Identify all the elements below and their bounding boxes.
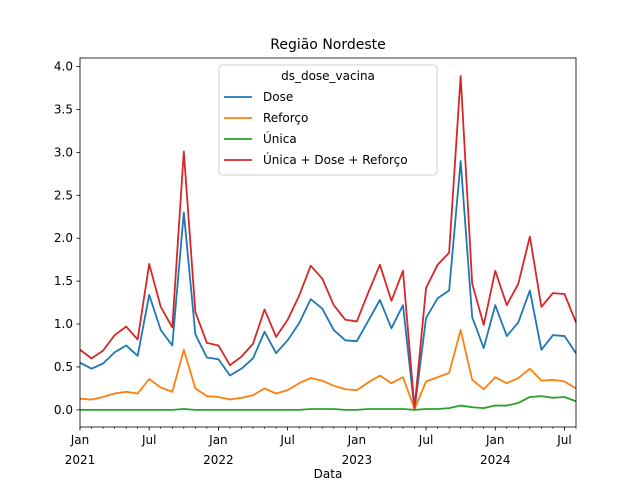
legend-title: ds_dose_vacina bbox=[281, 69, 375, 83]
x-axis: Jan 2021 Jul Jan 2022 Jul Jan 2023 Jul Jan 2024 Jul bbox=[65, 427, 577, 467]
x-tick-year-label: 2023 bbox=[342, 453, 373, 467]
y-tick-label: 2.0 bbox=[54, 231, 73, 245]
y-tick-label: 0.0 bbox=[54, 403, 73, 417]
x-tick-label: Jul bbox=[418, 433, 433, 447]
x-tick-label: Jul bbox=[556, 433, 571, 447]
legend-label: Única bbox=[263, 131, 297, 146]
legend-label: Única + Dose + Reforço bbox=[263, 152, 408, 167]
chart-title: Região Nordeste bbox=[270, 37, 386, 53]
plot-frame bbox=[79, 57, 577, 428]
x-axis-label: Data bbox=[314, 467, 343, 480]
series-line-3 bbox=[79, 75, 577, 410]
series-line-1 bbox=[79, 329, 577, 410]
y-tick-label: 4.0 bbox=[54, 60, 73, 74]
x-tick-label: Jan bbox=[485, 433, 505, 447]
series-line-0 bbox=[79, 160, 577, 411]
x-tick-label: Jul bbox=[279, 433, 294, 447]
x-tick-label: Jul bbox=[141, 433, 156, 447]
y-tick-label: 1.5 bbox=[54, 274, 73, 288]
y-tick-label: 0.5 bbox=[54, 360, 73, 374]
series-layer bbox=[79, 75, 577, 411]
x-tick-label: Jan bbox=[347, 433, 367, 447]
y-axis: 0.0 0.5 1.0 1.5 2.0 2.5 3.0 3.5 4.0 bbox=[54, 60, 80, 417]
y-tick-label: 2.5 bbox=[54, 188, 73, 202]
legend-label: Dose bbox=[263, 90, 293, 104]
x-tick-year-label: 2024 bbox=[480, 453, 511, 467]
legend-label: Reforço bbox=[263, 111, 308, 125]
legend-frame bbox=[218, 64, 438, 176]
x-tick-label: Jan bbox=[208, 433, 228, 447]
y-tick-label: 3.5 bbox=[54, 102, 73, 116]
x-tick-label: Jan bbox=[70, 433, 90, 447]
series-line-2 bbox=[80, 395, 577, 411]
legend: ds_dose_vacina Dose Reforço Única Única + D… bbox=[218, 64, 438, 176]
y-tick-label: 3.0 bbox=[54, 145, 73, 159]
y-tick-label: 1.0 bbox=[54, 317, 73, 331]
x-tick-year-label: 2022 bbox=[203, 453, 234, 467]
x-tick-year-label: 2021 bbox=[65, 453, 96, 467]
